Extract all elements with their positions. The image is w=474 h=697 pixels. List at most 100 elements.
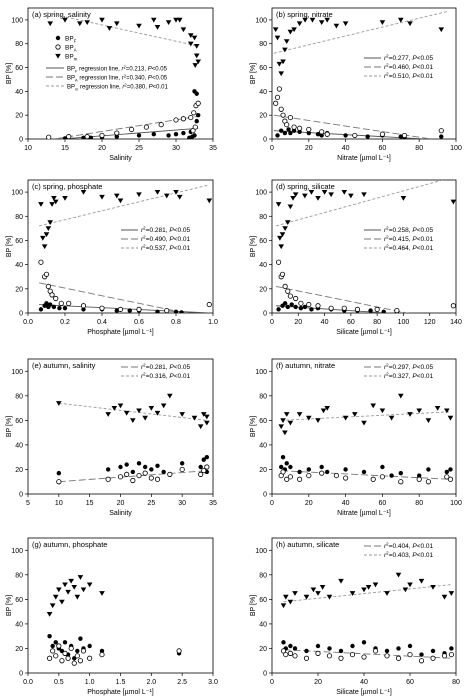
data-point-bpf xyxy=(136,461,142,466)
data-point-bpf xyxy=(279,464,284,470)
legend-stat-label: r2=0.404, P<0.01 xyxy=(384,542,434,551)
data-point-bpm xyxy=(274,35,281,41)
data-point-bpa xyxy=(68,645,74,652)
data-point-bpm xyxy=(384,591,390,596)
y-axis-label: BP [%] xyxy=(250,416,257,437)
data-point-bpa xyxy=(282,283,288,289)
data-point-bpm xyxy=(74,594,81,600)
data-point-bpa xyxy=(333,472,339,479)
panel-title: (c) spring, phosphate xyxy=(32,182,102,191)
y-tick-label: 20 xyxy=(15,113,23,120)
data-point-bpa xyxy=(275,259,282,265)
data-point-bpm xyxy=(52,199,59,205)
y-tick-label: 100 xyxy=(11,190,23,197)
data-point-bpm xyxy=(105,412,111,417)
data-point-bpm xyxy=(324,405,330,411)
regression-line xyxy=(51,115,199,139)
data-point-bpa xyxy=(279,271,286,277)
regression-line xyxy=(273,114,435,139)
data-point-bpf xyxy=(75,648,80,654)
data-point-bpm xyxy=(444,408,450,414)
data-point-bpa xyxy=(173,117,179,123)
data-point-bpf xyxy=(380,464,385,470)
chart-panel-7: 0.0 0.5 1.0 1.5 2.0 2.5 3.0 0 20 40 60 80 100 Phospha… xyxy=(6,537,218,696)
regression-line xyxy=(58,402,207,421)
data-point-bpm xyxy=(278,424,284,430)
plot-frame xyxy=(271,358,457,495)
data-point-bpa xyxy=(188,114,194,121)
data-point-bpm xyxy=(71,584,78,590)
data-point-bpf xyxy=(51,304,57,310)
data-point-bpf xyxy=(304,648,309,654)
data-point-bpa xyxy=(124,471,130,477)
data-point-bpm xyxy=(287,420,294,426)
data-point-bpm xyxy=(315,591,321,596)
data-point-bpa xyxy=(276,86,282,92)
data-point-bpm xyxy=(41,244,48,250)
x-tick-label: 20 xyxy=(117,500,125,507)
regression-line xyxy=(38,184,210,227)
x-tick-label: 0 xyxy=(270,145,274,152)
x-tick-label: 20 xyxy=(305,145,313,152)
data-point-bpa xyxy=(418,658,425,664)
x-tick-label: 25 xyxy=(147,500,155,507)
data-point-bpm xyxy=(154,189,161,195)
data-point-bpf xyxy=(365,134,370,139)
data-point-bpa xyxy=(280,469,286,475)
data-point-bpf xyxy=(56,470,62,476)
data-point-bpm xyxy=(302,17,308,23)
data-point-bpm xyxy=(160,403,167,409)
data-point-bpf xyxy=(179,461,185,466)
data-point-bpm xyxy=(310,587,317,593)
data-point-bpm xyxy=(180,27,187,33)
x-tick-label: 100 xyxy=(450,500,462,507)
x-tick-label: 100 xyxy=(450,145,462,152)
data-point-bpf xyxy=(398,470,403,476)
data-point-bpf xyxy=(194,118,199,124)
data-point-bpf xyxy=(338,648,344,654)
data-point-bpf xyxy=(87,643,92,649)
x-axis-label: Silicate [µmol L⁻¹] xyxy=(336,689,392,696)
data-point-bpm xyxy=(287,204,294,210)
chart-panel-5: 5 10 15 20 25 30 35 0 20 40 60 80 100 Salinity BP [%] (… xyxy=(6,358,217,517)
data-layer xyxy=(38,184,213,313)
data-point-bpm xyxy=(279,232,286,238)
x-tick-label: 30 xyxy=(172,145,180,152)
data-point-bpm xyxy=(272,27,279,33)
data-point-bpf xyxy=(279,128,284,133)
y-tick-label: 0 xyxy=(19,492,23,499)
data-point-bpf xyxy=(293,304,298,310)
data-point-bpa xyxy=(99,132,105,139)
data-point-bpf xyxy=(288,464,293,470)
data-point-bpm xyxy=(114,21,120,27)
data-point-bpm xyxy=(402,587,409,593)
data-point-bpm xyxy=(388,415,395,421)
legend-regression-label: BPF regression line, r2=0.213, P<0.05 xyxy=(67,64,168,73)
data-point-bpm xyxy=(86,582,93,588)
data-point-bpf xyxy=(319,464,324,470)
y-tick-label: 100 xyxy=(255,369,267,376)
data-point-bpm xyxy=(282,430,288,436)
x-tick-label: 60 xyxy=(379,145,387,152)
data-point-bpf xyxy=(47,633,52,639)
panel-title: (h) autumn, silicate xyxy=(276,540,339,549)
data-point-bpm xyxy=(296,412,303,417)
legend-label: BPA xyxy=(65,45,77,53)
legend-stat-label: r2=0.316, P<0.01 xyxy=(141,372,191,381)
x-tick-label: 5 xyxy=(26,500,30,507)
data-point-bpa xyxy=(303,655,310,661)
data-point-bpm xyxy=(59,599,65,605)
data-point-bpm xyxy=(407,21,413,27)
data-point-bpm xyxy=(191,415,198,421)
y-tick-label: 40 xyxy=(15,442,23,449)
data-point-bpa xyxy=(274,94,281,100)
regression-line xyxy=(283,584,452,603)
data-point-bpm xyxy=(188,33,194,39)
data-point-bpa xyxy=(74,653,80,659)
x-tick-label: 100 xyxy=(398,319,410,326)
data-point-bpa xyxy=(296,125,303,131)
data-point-bpa xyxy=(105,476,111,482)
data-point-bpm xyxy=(400,196,407,201)
data-point-bpa xyxy=(180,116,186,122)
